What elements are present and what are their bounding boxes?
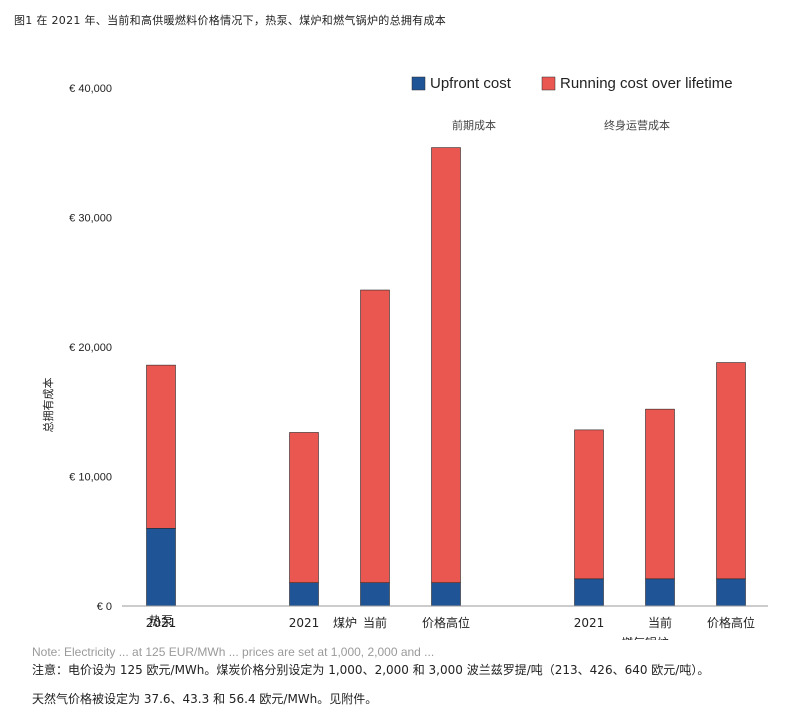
y-axis: € 0 € 10,000 € 20,000 € 30,000 € 40,000 总拥有成本 <box>41 83 112 613</box>
group-label: 煤炉 <box>333 616 357 630</box>
note-line-2: 天然气价格被设定为 37.6、43.3 和 56.4 欧元/MWh。见附件。 <box>32 692 378 706</box>
legend-annotation: 前期成本 <box>452 118 496 132</box>
bar-segment-running <box>431 147 461 583</box>
x-tick-label: 价格高位 <box>707 615 755 630</box>
bar-segment-running <box>574 429 604 580</box>
x-axis: 2021 2021 当前 价格高位 2021 当前 价格高位 热泵 煤炉燃气锅炉 <box>122 605 768 640</box>
bar-segment-running <box>645 408 675 580</box>
legend-label: Upfront cost <box>430 75 512 92</box>
bar-segment-running <box>146 364 176 529</box>
figure-title: 图1 在 2021 年、当前和高供暖燃料价格情况下，热泵、煤炉和燃气锅炉的总拥有… <box>14 14 447 27</box>
y-tick-label: € 10,000 <box>69 472 112 484</box>
note-line-1: 注意：电价设为 125 欧元/MWh。煤炭价格分别设定为 1,000、2,000… <box>32 663 710 677</box>
x-tick-label: 2021 <box>146 616 177 630</box>
x-tick-label: 2021 <box>574 616 605 630</box>
x-tick-label: 价格高位 <box>422 615 470 630</box>
y-tick-label: € 0 <box>97 601 112 613</box>
y-axis-title: 总拥有成本 <box>41 378 55 433</box>
legend-swatch <box>541 76 556 91</box>
x-tick-label: 当前 <box>363 615 387 630</box>
legend-label: Running cost over lifetime <box>560 75 733 92</box>
bar-segment-upfront <box>645 578 675 607</box>
bar-segment-upfront <box>360 582 390 607</box>
group-label: 燃气锅炉 <box>621 635 669 640</box>
annotations: 前期成本 终身运营成本 <box>452 118 670 132</box>
bar-segment-upfront <box>716 578 746 607</box>
bar-segment-upfront <box>289 582 319 607</box>
x-tick-label: 2021 <box>289 616 320 630</box>
y-tick-label: € 20,000 <box>69 342 112 354</box>
group-label: 热泵 <box>149 614 173 628</box>
bar-segment-running <box>289 432 319 583</box>
bar-segment-running <box>360 289 390 583</box>
legend-annotation: 终身运营成本 <box>604 118 670 132</box>
bar-segment-upfront <box>146 527 176 607</box>
bars <box>146 147 746 607</box>
y-tick-label: € 40,000 <box>69 83 112 95</box>
x-tick-label: 当前 <box>648 615 672 630</box>
y-tick-label: € 30,000 <box>69 213 112 225</box>
legend: Upfront cost Running cost over lifetime <box>411 75 733 92</box>
note-english-partial: Note: Electricity ... at 125 EUR/MWh ...… <box>32 645 435 659</box>
bar-segment-running <box>716 362 746 580</box>
bar-segment-upfront <box>574 578 604 607</box>
legend-swatch <box>411 76 426 91</box>
bar-segment-upfront <box>431 582 461 607</box>
stacked-bar-chart: € 0 € 10,000 € 20,000 € 30,000 € 40,000 总拥有成本… <box>41 75 768 640</box>
